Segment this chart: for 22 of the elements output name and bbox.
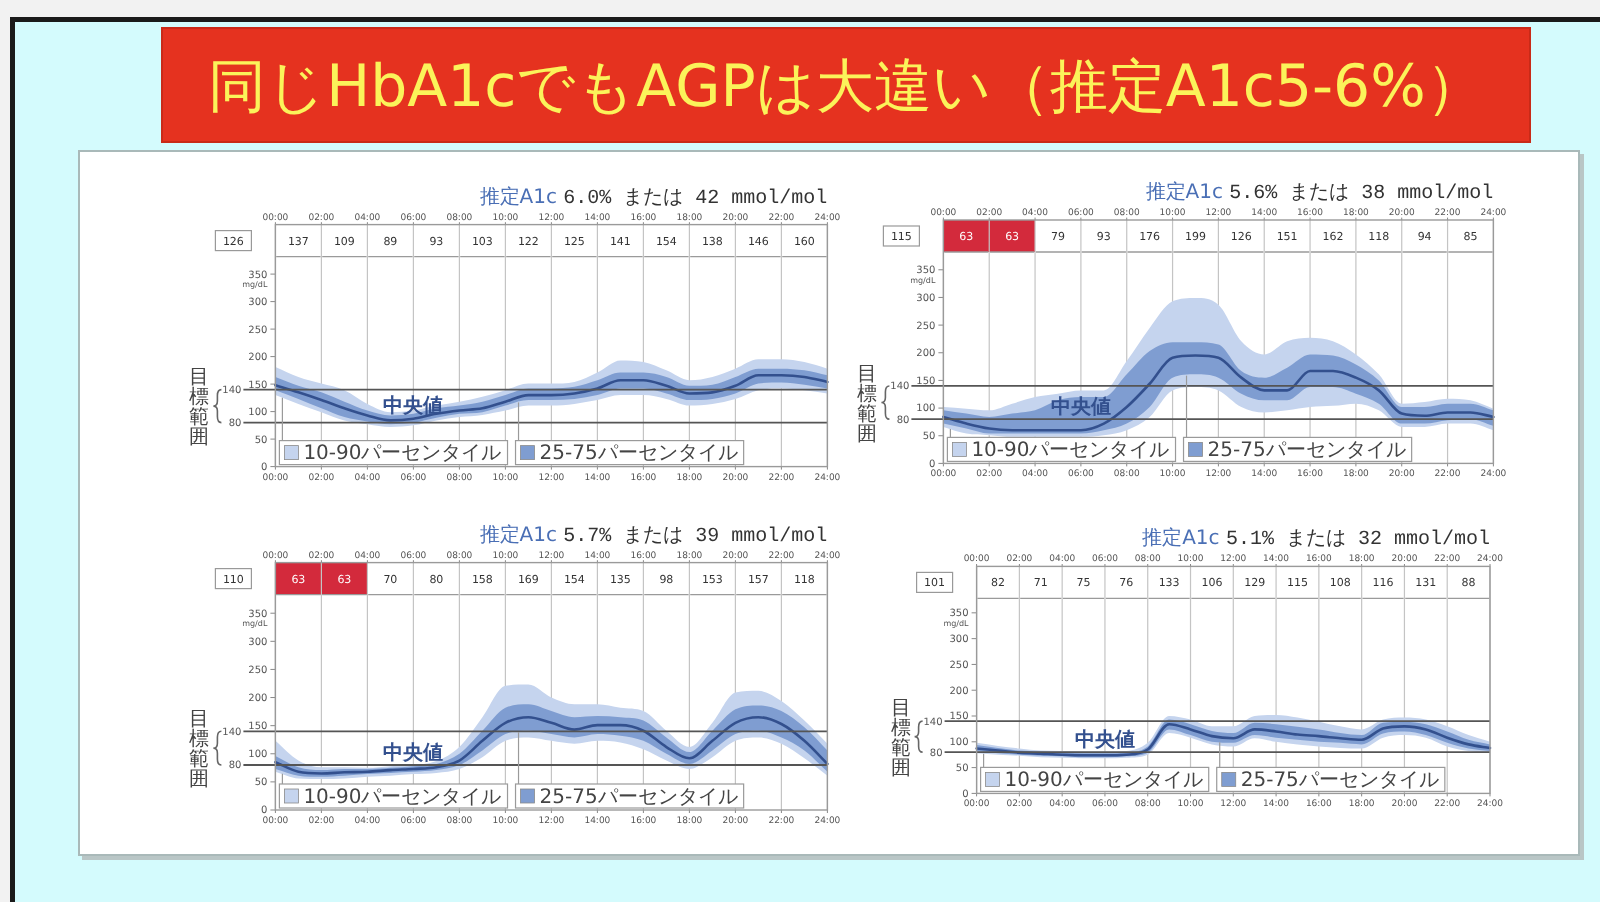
line-series	[942, 354, 1495, 432]
line-series	[274, 715, 829, 775]
legend-label: 10-90パーセンタイル	[303, 786, 502, 809]
text: 目標範囲	[890, 697, 911, 780]
chart-title: 推定A1c 5.7% または 39 mmol/mol	[479, 522, 828, 549]
text: 目標範囲	[189, 709, 210, 792]
series-label: 中央値	[383, 741, 444, 766]
legend-label: 25-75パーセンタイル	[1207, 440, 1406, 463]
series-label: 中央値	[1050, 395, 1111, 420]
legend-label: 10-90パーセンタイル	[1004, 770, 1203, 793]
chart-title: 推定A1c 5.1% または 32 mmol/mol	[1142, 526, 1490, 553]
legend-label: 25-75パーセンタイル	[539, 786, 738, 809]
text: 同じHbA1cでもAGPは大違い（推定A1c5-6%）	[208, 52, 1484, 120]
legend-label: 25-75パーセンタイル	[1240, 770, 1439, 793]
text: 目標範囲	[857, 363, 878, 446]
legend-label: 10-90パーセンタイル	[303, 443, 502, 466]
chart-title: 推定A1c 6.0% または 42 mmol/mol	[479, 184, 828, 211]
legend-label: 25-75パーセンタイル	[539, 443, 738, 466]
text: 目標範囲	[189, 367, 210, 450]
legend-label: 10-90パーセンタイル	[971, 440, 1170, 463]
series-label: 中央値	[1074, 728, 1135, 753]
chart-title: 推定A1c 5.6% または 38 mmol/mol	[1145, 180, 1494, 206]
